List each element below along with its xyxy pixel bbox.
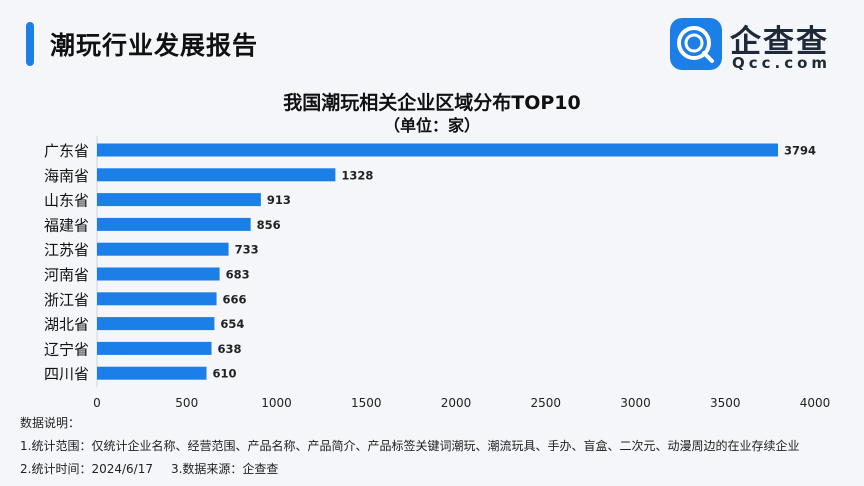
data-label: 638 xyxy=(218,342,242,356)
qcc-logo-icon xyxy=(670,18,722,70)
qcc-logo: 企查查 Qcc.com xyxy=(670,14,850,74)
data-label: 683 xyxy=(226,268,250,282)
bar xyxy=(97,341,212,355)
bar xyxy=(97,267,220,281)
x-tick-label: 1000 xyxy=(261,396,292,410)
x-tick-label: 2500 xyxy=(530,396,561,410)
x-tick-label: 3500 xyxy=(710,396,741,410)
category-label: 江苏省 xyxy=(44,241,89,259)
data-label: 610 xyxy=(212,367,236,381)
notes-heading: 数据说明： xyxy=(20,416,81,430)
bar xyxy=(97,217,251,231)
category-label: 辽宁省 xyxy=(44,340,89,358)
data-label: 654 xyxy=(220,317,244,331)
page-title: 潮玩行业发展报告 xyxy=(50,31,259,60)
data-label: 913 xyxy=(267,193,291,207)
data-label: 733 xyxy=(235,243,259,257)
notes-source: 3.数据来源：企查查 xyxy=(170,462,279,476)
category-label: 湖北省 xyxy=(44,316,89,334)
notes-time: 2.统计时间：2024/6/17 xyxy=(20,462,153,476)
x-tick-label: 2000 xyxy=(441,396,472,410)
category-label: 四川省 xyxy=(44,365,89,383)
data-label: 3794 xyxy=(784,144,816,158)
category-label: 海南省 xyxy=(44,167,89,185)
category-label: 广东省 xyxy=(44,142,89,160)
x-tick-label: 0 xyxy=(93,396,101,410)
category-label: 河南省 xyxy=(44,266,89,284)
notes-scope: 1.统计范围：仅统计企业名称、经营范围、产品名称、产品简介、产品标签关键词潮玩、… xyxy=(20,439,800,453)
x-tick-label: 3000 xyxy=(620,396,651,410)
category-label: 浙江省 xyxy=(44,291,89,309)
x-tick-label: 4000 xyxy=(800,396,831,410)
data-label: 666 xyxy=(223,292,247,306)
title-accent-bar xyxy=(26,22,34,66)
bar xyxy=(97,143,779,157)
report-header: 潮玩行业发展报告 企查查 Qcc.com xyxy=(0,0,864,90)
bar xyxy=(97,242,229,256)
notes-time-source: 2.统计时间：2024/6/17 3.数据来源：企查查 xyxy=(20,458,860,481)
chart-subtitle: （单位：家） xyxy=(383,116,480,135)
x-tick-label: 500 xyxy=(175,396,198,410)
bar xyxy=(97,193,261,207)
bar xyxy=(97,317,215,331)
data-label: 856 xyxy=(257,218,281,232)
data-notes: 数据说明： 1.统计范围：仅统计企业名称、经营范围、产品名称、产品简介、产品标签… xyxy=(20,412,860,481)
logo-text: 企查查 xyxy=(730,24,829,60)
x-tick-label: 1500 xyxy=(351,396,382,410)
data-label: 1328 xyxy=(341,168,373,182)
bar xyxy=(97,366,207,380)
logo-subtext: Qcc.com xyxy=(732,54,832,72)
chart-title: 我国潮玩相关企业区域分布TOP10 xyxy=(283,92,581,114)
category-label: 福建省 xyxy=(44,216,89,234)
bar xyxy=(97,292,217,306)
category-label: 山东省 xyxy=(44,192,89,210)
bar xyxy=(97,168,336,182)
